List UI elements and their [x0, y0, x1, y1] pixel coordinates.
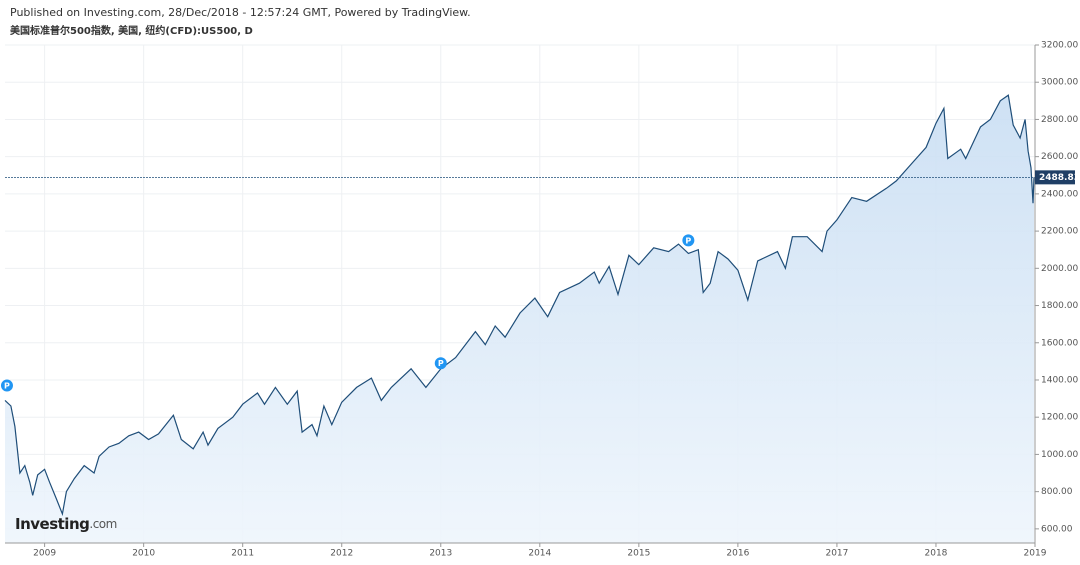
marker: [434, 357, 447, 370]
x-tick-label: 2019: [1024, 549, 1047, 559]
y-tick-label: 1400.00: [1041, 375, 1078, 385]
watermark: Investing.com: [15, 515, 117, 533]
marker: [0, 379, 13, 392]
y-tick-label: 2400.00: [1041, 189, 1078, 199]
marker-label: P: [438, 359, 444, 368]
y-tick-label: 2200.00: [1041, 227, 1078, 237]
y-tick-label: 3200.00: [1041, 41, 1078, 51]
x-tick-label: 2015: [627, 549, 650, 559]
y-tick-label: 800.00: [1041, 487, 1073, 497]
x-tick-label: 2009: [33, 549, 56, 559]
x-tick-label: 2012: [330, 549, 353, 559]
marker-label: P: [685, 236, 691, 245]
x-tick-label: 2010: [132, 549, 155, 559]
y-tick-label: 1600.00: [1041, 338, 1078, 348]
watermark-part: .com: [89, 517, 116, 531]
y-tick-label: 1000.00: [1041, 450, 1078, 460]
last-price-badge: [1035, 170, 1075, 185]
y-tick-label: 2600.00: [1041, 152, 1078, 162]
x-tick-label: 2018: [925, 549, 948, 559]
marker: [682, 234, 695, 247]
watermark-part: Investing: [15, 515, 89, 533]
y-tick-label: 2800.00: [1041, 115, 1078, 125]
x-tick-label: 2013: [429, 549, 452, 559]
x-tick-label: 2011: [231, 549, 254, 559]
x-tick-label: 2014: [528, 549, 551, 559]
y-tick-label: 1200.00: [1041, 413, 1078, 423]
price-line: [4, 94, 1035, 517]
last-price-label: 2488.83: [1039, 173, 1080, 183]
x-tick-label: 2017: [825, 549, 848, 559]
y-tick-label: 1800.00: [1041, 301, 1078, 311]
publisher: Published on Investing.com, 28/Dec/2018 …: [10, 6, 471, 19]
x-tick-label: 2016: [726, 549, 749, 559]
marker-label: P: [4, 382, 10, 391]
area: [5, 95, 1035, 543]
y-tick-label: 2000.00: [1041, 264, 1078, 274]
y-tick-label: 600.00: [1041, 524, 1073, 534]
y-tick-label: 3000.00: [1041, 78, 1078, 88]
chart-title: 美国标准普尔500指数, 美国, 纽约(CFD):US500, D: [10, 24, 253, 37]
